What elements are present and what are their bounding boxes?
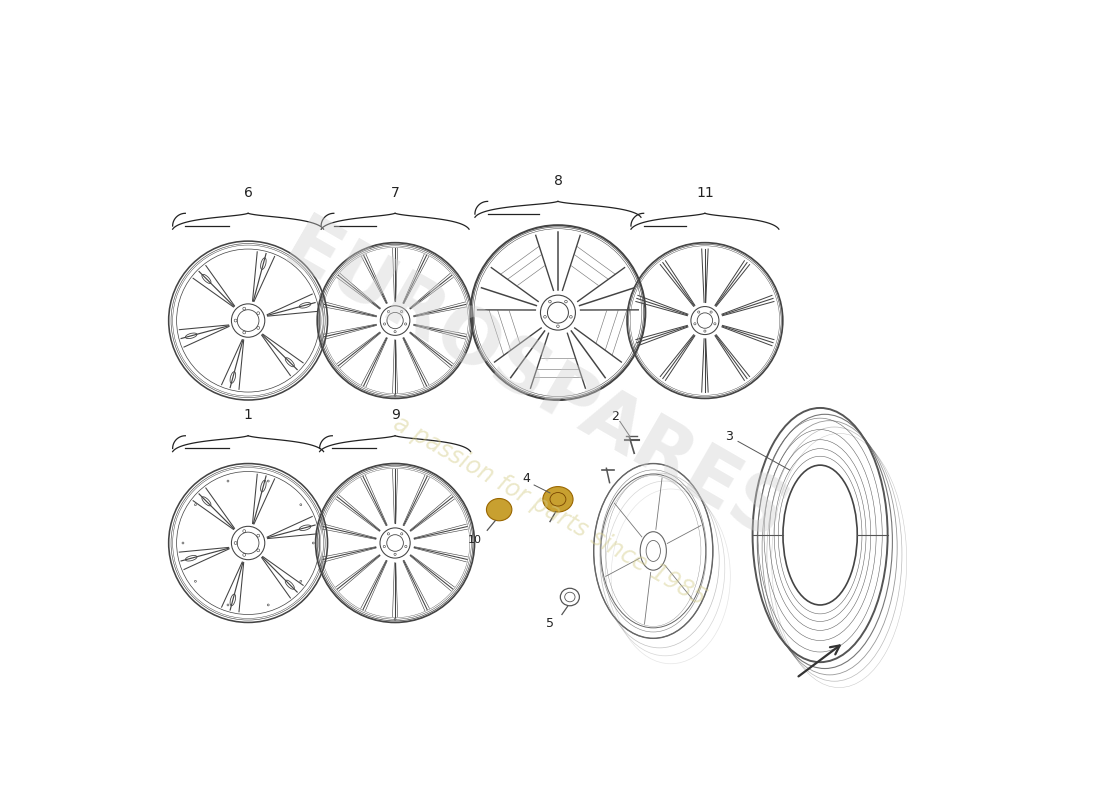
Text: 7: 7 <box>390 186 399 200</box>
Text: 8: 8 <box>553 174 562 188</box>
Text: 2: 2 <box>612 410 619 423</box>
Text: 11: 11 <box>696 186 714 200</box>
Text: 4: 4 <box>522 472 530 485</box>
Text: 6: 6 <box>244 186 253 200</box>
Text: 5: 5 <box>546 618 554 630</box>
Ellipse shape <box>543 486 573 512</box>
Text: 10: 10 <box>469 535 482 545</box>
Text: a passion for parts since 1985: a passion for parts since 1985 <box>389 412 711 611</box>
Ellipse shape <box>486 498 512 521</box>
Text: 1: 1 <box>244 408 253 422</box>
Text: EUROSPARES: EUROSPARES <box>270 210 799 558</box>
Text: 3: 3 <box>725 430 790 470</box>
Text: 9: 9 <box>390 408 399 422</box>
